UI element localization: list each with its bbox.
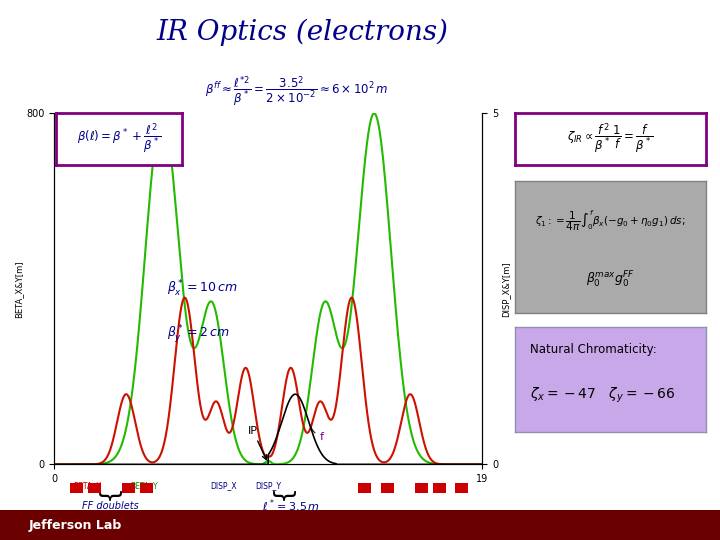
Y-axis label: DISP_X&Y[m]: DISP_X&Y[m] bbox=[501, 261, 510, 317]
Text: BETA_Y: BETA_Y bbox=[130, 482, 158, 490]
Text: }: } bbox=[267, 490, 292, 507]
Text: }: } bbox=[94, 490, 118, 507]
Text: $\zeta_x = -47 \quad \zeta_y = -66$: $\zeta_x = -47 \quad \zeta_y = -66$ bbox=[530, 386, 675, 405]
Y-axis label: BETA_X&Y[m]: BETA_X&Y[m] bbox=[14, 260, 23, 318]
Text: Natural Chromaticity:: Natural Chromaticity: bbox=[530, 343, 657, 356]
Text: FF doublets: FF doublets bbox=[82, 501, 139, 511]
Text: $\beta(\ell) = \beta^* + \dfrac{\ell^2}{\beta^*}$: $\beta(\ell) = \beta^* + \dfrac{\ell^2}{… bbox=[77, 122, 161, 156]
Text: BETA_X: BETA_X bbox=[73, 482, 102, 490]
Text: IR Optics (electrons): IR Optics (electrons) bbox=[156, 19, 449, 46]
Text: $\beta^*_y = 2\,cm$: $\beta^*_y = 2\,cm$ bbox=[167, 323, 230, 346]
Text: DISP_Y: DISP_Y bbox=[255, 482, 282, 490]
Text: $\beta^*_x = 10\,cm$: $\beta^*_x = 10\,cm$ bbox=[167, 279, 238, 300]
Text: $\ell^* = 3.5\,m$: $\ell^* = 3.5\,m$ bbox=[262, 498, 320, 514]
Text: f: f bbox=[310, 424, 324, 442]
Text: $\zeta_{IR} \propto \dfrac{f^2}{\beta^*}\dfrac{1}{f} = \dfrac{f}{\beta^*}$: $\zeta_{IR} \propto \dfrac{f^2}{\beta^*}… bbox=[567, 122, 654, 156]
Text: DISP_X: DISP_X bbox=[210, 482, 236, 490]
Text: $\beta_0^{max} g_0^{FF}$: $\beta_0^{max} g_0^{FF}$ bbox=[585, 270, 635, 290]
Text: IP: IP bbox=[248, 426, 266, 460]
Text: $\zeta_1 := \dfrac{1}{4\pi}\int_0^f \beta_x(-g_0 + \eta_0 g_1)\,ds;$: $\zeta_1 := \dfrac{1}{4\pi}\int_0^f \bet… bbox=[535, 208, 685, 233]
Text: Jefferson Lab: Jefferson Lab bbox=[29, 519, 122, 532]
Text: $\beta^{ff} \approx \dfrac{\ell^{*2}}{\beta^*} = \dfrac{3.5^2}{2\times10^{-2}} \: $\beta^{ff} \approx \dfrac{\ell^{*2}}{\b… bbox=[205, 75, 389, 109]
